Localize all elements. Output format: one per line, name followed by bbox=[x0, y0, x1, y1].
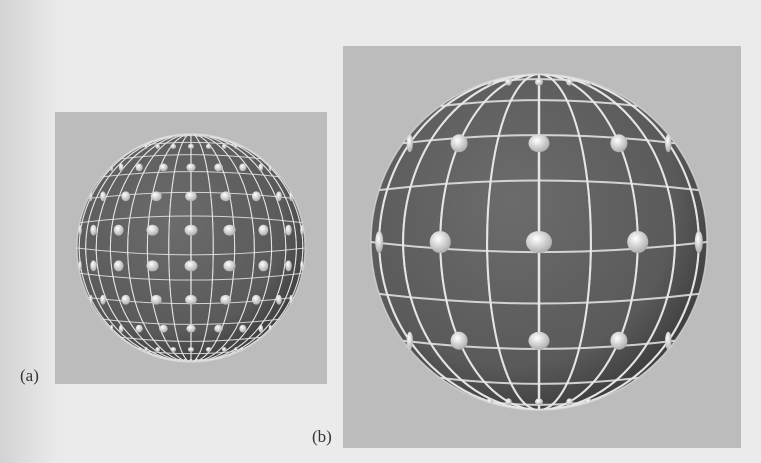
texture-dot bbox=[146, 225, 158, 236]
texture-dot bbox=[171, 144, 177, 149]
texture-dot bbox=[430, 231, 451, 253]
texture-dot bbox=[258, 225, 268, 236]
texture-dot bbox=[185, 191, 197, 201]
texture-dot bbox=[276, 295, 282, 305]
texture-dot bbox=[146, 260, 158, 271]
texture-dot bbox=[159, 163, 168, 171]
texture-dot bbox=[121, 295, 130, 305]
texture-dot bbox=[566, 398, 573, 405]
texture-dot bbox=[528, 134, 549, 152]
texture-dot bbox=[276, 191, 282, 201]
texture-dot bbox=[239, 325, 246, 333]
sphere-b-svg bbox=[343, 46, 741, 448]
texture-dot bbox=[526, 231, 552, 253]
texture-dot bbox=[90, 260, 96, 271]
texture-dot bbox=[114, 260, 124, 271]
texture-dot bbox=[220, 295, 231, 305]
texture-dot bbox=[451, 332, 468, 350]
texture-dot bbox=[285, 225, 291, 236]
texture-dot bbox=[285, 260, 291, 271]
texture-dot bbox=[214, 325, 223, 333]
texture-dot bbox=[151, 295, 162, 305]
texture-dot bbox=[505, 398, 512, 405]
texture-dot bbox=[610, 134, 627, 152]
texture-dot bbox=[223, 225, 235, 236]
texture-dot bbox=[610, 332, 627, 350]
texture-dot bbox=[121, 191, 130, 201]
figure-panel-a bbox=[55, 112, 327, 384]
texture-dot bbox=[535, 398, 543, 405]
texture-dot bbox=[223, 260, 235, 271]
texture-dot bbox=[114, 225, 124, 236]
texture-dot bbox=[186, 163, 195, 171]
texture-dot bbox=[119, 325, 124, 333]
texture-dot bbox=[252, 295, 261, 305]
texture-dot bbox=[151, 191, 162, 201]
texture-dot bbox=[234, 144, 237, 149]
texture-dot bbox=[222, 144, 227, 149]
texture-dot bbox=[188, 347, 194, 352]
texture-dot bbox=[185, 260, 198, 271]
texture-dot bbox=[222, 347, 227, 352]
texture-dot bbox=[627, 231, 648, 253]
texture-dot bbox=[185, 295, 197, 305]
texture-dot bbox=[258, 260, 268, 271]
texture-dot bbox=[451, 134, 468, 152]
texture-dot bbox=[145, 347, 148, 352]
texture-dot bbox=[90, 225, 96, 236]
panel-label-a: (a) bbox=[20, 366, 39, 386]
texture-dot bbox=[100, 295, 106, 305]
texture-dot bbox=[206, 347, 212, 352]
texture-dot bbox=[186, 325, 195, 333]
texture-dot bbox=[171, 347, 177, 352]
texture-dot bbox=[206, 144, 212, 149]
texture-dot bbox=[220, 191, 231, 201]
texture-dot bbox=[100, 191, 106, 201]
texture-dot bbox=[159, 325, 168, 333]
texture-dot bbox=[375, 231, 383, 253]
texture-dot bbox=[528, 332, 549, 350]
texture-dot bbox=[145, 144, 148, 149]
texture-dot bbox=[695, 231, 703, 253]
texture-dot bbox=[566, 79, 573, 86]
texture-dot bbox=[155, 347, 160, 352]
texture-dot bbox=[239, 163, 246, 171]
texture-dot bbox=[188, 144, 194, 149]
panel-label-b: (b) bbox=[312, 427, 332, 447]
texture-dot bbox=[234, 347, 237, 352]
texture-dot bbox=[119, 163, 124, 171]
texture-dot bbox=[259, 163, 264, 171]
texture-dot bbox=[535, 79, 543, 86]
texture-dot bbox=[214, 163, 223, 171]
texture-dot bbox=[136, 325, 143, 333]
sphere-a-svg bbox=[55, 112, 327, 384]
texture-dot bbox=[252, 191, 261, 201]
texture-dot bbox=[155, 144, 160, 149]
figure-panel-b bbox=[343, 46, 741, 448]
texture-dot bbox=[136, 163, 143, 171]
texture-dot bbox=[259, 325, 264, 333]
texture-dot bbox=[185, 225, 198, 236]
texture-dot bbox=[505, 79, 512, 86]
